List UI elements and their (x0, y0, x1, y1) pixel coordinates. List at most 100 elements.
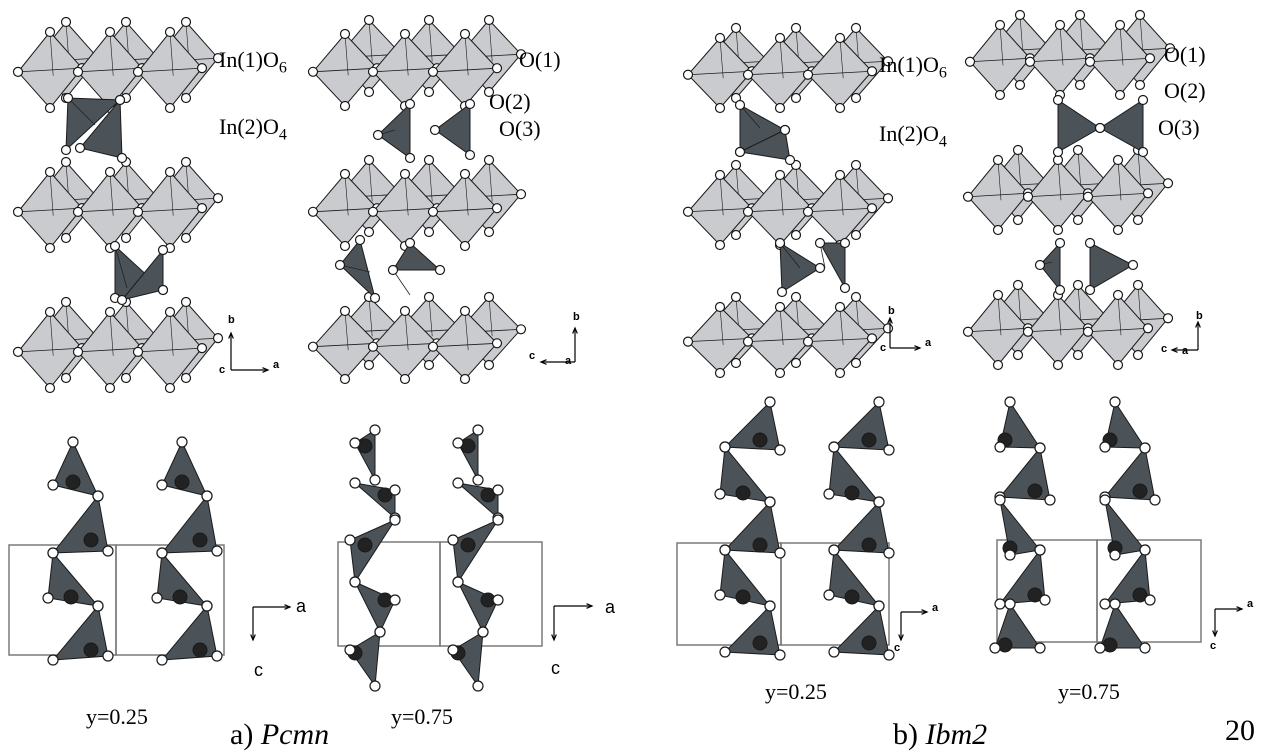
oxygen-atom (491, 338, 503, 349)
octahedron-edge (807, 70, 873, 76)
indium-atom (861, 635, 877, 651)
oxygen-atom (180, 16, 192, 28)
oxygen-atom (1014, 9, 1026, 21)
oxygen-atom (339, 240, 351, 252)
oxygen-atom (164, 102, 176, 114)
oxygen-atom (1034, 544, 1046, 556)
oxygen-atom (1012, 349, 1024, 361)
unit-cell (439, 541, 543, 647)
oxygen-atom (1144, 53, 1156, 64)
oxygen-atom (44, 102, 56, 114)
octahedron-edge (432, 342, 498, 348)
oxygen-atom (389, 484, 401, 496)
axis-a-label-b2: a (1182, 345, 1189, 357)
tetrahedron (1099, 602, 1146, 649)
oxygen-atom (774, 547, 786, 559)
oxygen-atom (374, 626, 386, 638)
oxygen-atom (882, 56, 894, 67)
oxygen-atom (1094, 122, 1106, 134)
in1o6-label-a: In(1)O6 (219, 47, 287, 77)
axis-arrowhead (250, 634, 256, 642)
indium-atom (83, 532, 99, 548)
octahedron-edge (839, 306, 844, 345)
oxygen-atom (399, 305, 411, 317)
oxygen-atom (12, 206, 24, 217)
tetrahedron (1057, 99, 1101, 153)
oxygen-atom (399, 28, 411, 40)
octahedron-edge (779, 306, 784, 345)
oxygen-atom (992, 289, 1004, 301)
indium-atom (1027, 483, 1043, 499)
oxygen-atom (742, 206, 754, 217)
axis-arrowhead (228, 331, 234, 339)
oxygen-atom (774, 102, 786, 114)
tetrahedron (452, 518, 500, 584)
tetrahedron (832, 604, 890, 656)
oxygen-atom (423, 154, 435, 166)
octahedron-edge (1119, 24, 1124, 66)
oxygen-atom (742, 336, 754, 347)
oxygen-atom (196, 203, 208, 214)
octahedron-edge (372, 207, 438, 213)
oxygen-atom (492, 484, 504, 496)
tetrahedron (723, 604, 781, 656)
oxygen-atom (102, 650, 114, 662)
oxygen-atom (363, 226, 375, 238)
oxygen-atom (434, 264, 446, 276)
oxygen-atom (132, 66, 144, 78)
oxygen-atom (515, 189, 527, 200)
octahedron-edge (344, 33, 349, 76)
layer-axis-a-a2: a (605, 597, 616, 617)
oxygen-atom (387, 264, 399, 276)
octahedron-edge (839, 174, 844, 216)
oxygen-atom (866, 203, 878, 214)
oxygen-atom (1034, 642, 1046, 654)
oxygen-atom (834, 102, 846, 114)
oxygen-atom (423, 86, 435, 98)
oxygen-atom (339, 305, 351, 317)
axis-b-label-b1: b (888, 305, 895, 317)
octahedron-edge (687, 70, 753, 76)
oxygen-atom (491, 203, 503, 214)
octahedron-edge (432, 67, 498, 73)
oxygen-atom (74, 142, 86, 154)
oxygen-atom (814, 237, 826, 249)
tetrahedron (819, 242, 846, 290)
layer-axis-a-b2: a (1247, 598, 1254, 610)
tetrahedron (51, 604, 109, 661)
octahedron-edge (1117, 294, 1122, 336)
oxygen-atom (828, 544, 840, 556)
axis-a-label-a2: a (565, 355, 572, 367)
tetrahedron (353, 580, 396, 634)
oxygen-atom (109, 240, 121, 252)
oxygen-atom (363, 359, 375, 371)
oxygen-atom (964, 56, 976, 67)
octahedron-edge (49, 171, 54, 216)
octahedron-edge (1027, 192, 1089, 198)
oxygen-atom (994, 441, 1006, 453)
oxygen-atom (423, 359, 435, 371)
oxygen-atom (369, 424, 381, 436)
oxygen-atom (776, 286, 788, 298)
oxygen-atom (60, 144, 72, 156)
oxygen-atom (116, 294, 128, 306)
layer-axis-c-a2: c (551, 658, 560, 678)
tetrahedron (723, 400, 781, 451)
oxygen-atom (1012, 144, 1024, 156)
oxygen-atom (790, 92, 802, 104)
octahedron-edge (428, 159, 433, 202)
oxygen-atom (1132, 214, 1144, 226)
oxygen-atom (72, 66, 84, 78)
oxygen-atom (349, 477, 361, 489)
oxygen-atom (866, 66, 878, 77)
oxygen-atom (1034, 442, 1046, 454)
oxygen-atom (404, 237, 416, 249)
axis-arrowhead (1170, 347, 1178, 353)
oxygen-atom (1054, 19, 1066, 31)
oxygen-atom (1164, 43, 1176, 54)
octahedron-edge (488, 159, 493, 202)
octahedron-edge (368, 159, 373, 202)
axis-arrowhead (887, 316, 893, 324)
oxygen-atom (44, 382, 56, 394)
